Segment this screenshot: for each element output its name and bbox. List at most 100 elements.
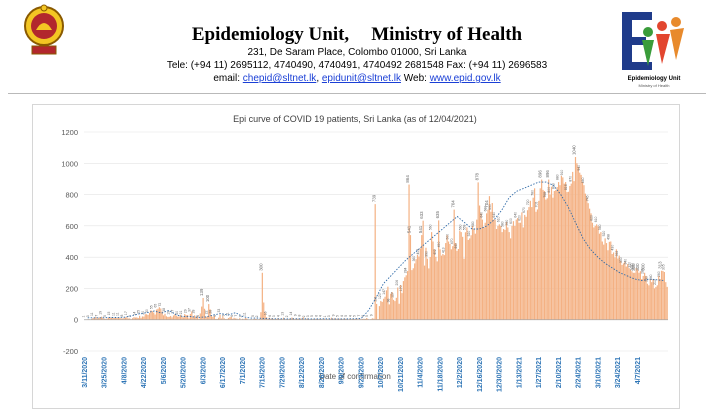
bar [140,317,142,320]
bar [106,318,108,320]
data-label: 55 [149,305,153,309]
bar [483,227,485,320]
bar [632,272,634,320]
bar [102,317,104,320]
data-label: 9 [369,314,373,316]
data-label: 210 [653,279,657,285]
data-label: 30 [145,309,149,313]
email-link-epidunit[interactable]: epidunit@sltnet.lk [321,73,401,84]
bar [144,314,146,320]
bar [148,312,151,320]
website-link[interactable]: www.epid.gov.lk [429,73,501,84]
data-label: 610 [594,217,598,223]
bar [384,296,386,320]
bar [171,317,173,320]
data-label: 878 [474,172,479,180]
header-title-right: Ministry of Health [371,24,523,45]
data-label: 560 [458,224,462,230]
email-prefix: email: [213,73,243,84]
bar [418,256,420,320]
bar [486,213,488,320]
data-label: 620 [518,215,522,221]
bar [426,258,428,320]
bar [490,211,492,320]
data-label: 19 [166,311,170,315]
bar [557,182,560,320]
bar [139,315,141,320]
data-label: 4 [319,315,323,317]
bar [608,241,610,320]
bar [254,318,256,320]
bar [514,226,516,320]
bar [604,238,606,320]
bar [539,188,541,320]
data-label: 864 [405,175,410,183]
bar [219,314,221,320]
bar [487,209,489,320]
bar [622,263,625,320]
y-tick-label: 600 [65,222,78,231]
bar [560,175,562,320]
data-label: 72 [158,303,162,307]
bar [636,269,639,320]
bar [533,188,536,320]
x-tick-label: 9/23/2020 [358,357,365,388]
data-label: 101 [374,296,378,302]
bar [457,249,460,320]
data-label: 206 [395,280,399,286]
data-label: 610 [496,217,500,223]
bar [563,183,565,320]
data-label: 15 [107,311,111,315]
bar [464,232,467,320]
bar [481,219,483,320]
web-prefix: Web: [400,73,430,84]
data-label: 5 [213,315,217,317]
bar [227,317,230,320]
x-tick-label: 12/2/2020 [457,357,464,388]
bar [158,307,160,320]
bar [559,185,561,320]
bar [658,275,660,320]
data-label: 120 [378,293,382,299]
bar [495,228,498,320]
data-label: 11 [226,312,230,316]
data-label: 19 [99,311,103,315]
data-label: 635 [435,210,440,218]
bar [462,236,464,320]
bar [411,270,413,320]
x-tick-label: 12/16/2020 [477,357,484,392]
data-label: 1040 [572,145,577,155]
data-label: 3 [306,315,310,317]
bar [124,317,127,320]
bar [508,232,510,320]
bar [518,222,520,320]
data-label: 11 [116,312,120,316]
data-label: 5 [251,315,255,317]
bar [469,238,471,320]
bar [565,182,567,320]
chart-frame [32,104,680,409]
bar [182,317,184,320]
bar [383,298,385,320]
email-link-chepid[interactable]: chepid@sltnet.lk [242,73,317,84]
data-label: 14 [132,312,136,316]
bar [611,254,613,320]
bar [415,259,417,320]
bar [453,209,455,320]
y-tick-label: 1200 [61,128,78,137]
data-label: 9 [331,314,335,316]
bar [236,318,238,320]
bar [627,264,629,320]
bar [141,316,144,320]
bar [512,221,515,320]
bar [412,268,414,320]
bar [363,318,365,320]
bar [440,255,443,320]
bar [653,288,656,320]
data-label: 9 [293,314,297,316]
bar [241,318,244,320]
bar [100,316,103,320]
bar [612,252,615,320]
bar [206,316,208,320]
x-tick-label: 5/6/2020 [161,357,168,384]
